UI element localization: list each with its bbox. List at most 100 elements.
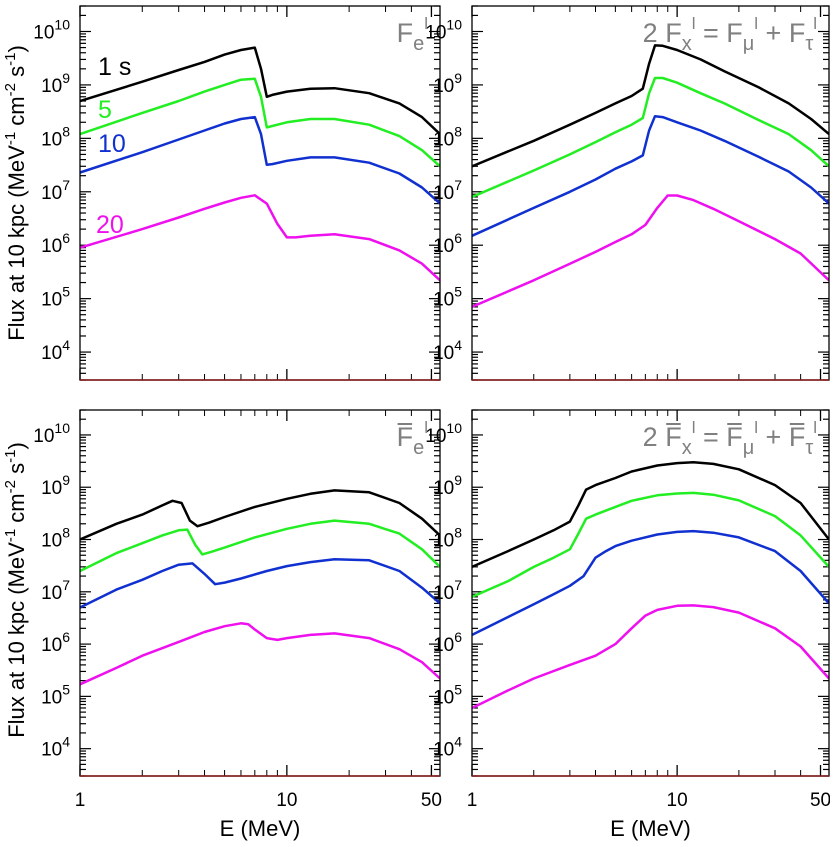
panel-label-symbol: + F	[758, 18, 805, 48]
y-title-text: )	[4, 442, 29, 449]
y-tick-base: 10	[41, 583, 62, 604]
y-tick-label: 1010	[33, 420, 70, 447]
panel-label-symbol: 2 F	[643, 422, 682, 452]
y-title-text: s	[4, 66, 29, 83]
y-tick-label: 107	[41, 577, 70, 604]
series-line-10	[472, 114, 829, 237]
series-line-20	[80, 622, 440, 686]
y-tick-exponent: 7	[454, 177, 462, 193]
y-tick-exponent: 10	[446, 420, 462, 436]
y-tick-exponent: 6	[62, 629, 70, 645]
y-tick-exponent: 9	[62, 472, 70, 488]
panel-label: 2 Fxl = Fμl + Fτl	[643, 418, 817, 459]
y-tick-base: 10	[433, 478, 454, 499]
y-tick-base: 10	[41, 635, 62, 656]
panel-label-symbol: + F	[758, 422, 805, 452]
y-tick-exponent: 5	[454, 284, 462, 300]
y-title-text: cm	[4, 493, 29, 528]
x-tick-label: 50	[810, 790, 830, 811]
y-tick-base: 10	[433, 531, 454, 552]
y-tick-exponent: 4	[454, 337, 462, 353]
panel-label: Fel	[397, 418, 428, 459]
y-tick-label: 105	[41, 681, 70, 708]
panel-label-symbol: F	[397, 422, 414, 452]
y-tick-exponent: 5	[62, 284, 70, 300]
series-line-5	[472, 76, 829, 199]
panel-label-superscript: l	[813, 418, 817, 437]
y-tick-exponent: 9	[454, 70, 462, 86]
series-line-20	[472, 194, 829, 309]
y-tick-base: 10	[433, 236, 454, 257]
panel-label-superscript: l	[424, 14, 428, 33]
panel-label-superscript: l	[692, 14, 696, 33]
series-line-20	[80, 194, 440, 282]
series-line-5	[80, 77, 440, 168]
series-line-10	[80, 115, 440, 205]
panel-label-subscript: τ	[805, 437, 813, 459]
x-tick-label: 1	[75, 790, 86, 811]
y-tick-exponent: 10	[54, 16, 70, 32]
y-tick-exponent: 10	[446, 16, 462, 32]
y-tick-label: 107	[433, 577, 462, 604]
time-label-20: 20	[96, 211, 124, 239]
y-tick-exponent: 8	[62, 525, 70, 541]
series-line-1-s	[80, 46, 440, 136]
x-tick-label: 1	[467, 790, 478, 811]
y-tick-label: 1010	[33, 16, 70, 43]
y-title-exponent: -1	[2, 132, 19, 145]
y-tick-exponent: 5	[454, 681, 462, 697]
y-tick-base: 10	[41, 183, 62, 204]
y-tick-label: 104	[433, 734, 462, 761]
series-line-10	[472, 529, 829, 637]
y-tick-base: 10	[41, 236, 62, 257]
series-line-1-s	[80, 489, 440, 541]
panel-label-superscript: l	[754, 14, 758, 33]
y-tick-exponent: 4	[454, 734, 462, 750]
y-tick-exponent: 8	[454, 123, 462, 139]
series-group	[80, 46, 440, 282]
series-line-5	[80, 519, 440, 573]
panel-label-superscript: l	[813, 14, 817, 33]
x-tick-label: 10	[276, 790, 297, 811]
y-title-text: )	[4, 45, 29, 52]
y-tick-base: 10	[41, 343, 62, 364]
panel-label-symbol: F	[397, 18, 414, 48]
y-title-text: Flux at 10 kpc (MeV	[4, 145, 29, 341]
y-tick-base: 10	[425, 22, 446, 43]
panel-label-symbol: = F	[695, 422, 742, 452]
x-tick-label: 10	[667, 790, 688, 811]
y-title-exponent: -1	[2, 53, 19, 66]
series-line-1-s	[472, 461, 829, 569]
series-line-20	[472, 604, 829, 710]
y-title-exponent: -2	[2, 480, 19, 493]
y-tick-base: 10	[33, 22, 54, 43]
series-line-5	[472, 491, 829, 599]
y-tick-exponent: 6	[454, 230, 462, 246]
y-tick-label: 107	[41, 177, 70, 204]
y-tick-base: 10	[433, 687, 454, 708]
y-tick-base: 10	[433, 183, 454, 204]
y-tick-base: 10	[41, 290, 62, 311]
y-tick-exponent: 8	[454, 525, 462, 541]
y-tick-exponent: 10	[54, 420, 70, 436]
y-tick-base: 10	[41, 687, 62, 708]
panel-label-superscript: l	[754, 418, 758, 437]
y-tick-base: 10	[433, 740, 454, 761]
y-tick-label: 109	[433, 70, 462, 97]
y-tick-base: 10	[433, 129, 454, 150]
panel-label-superscript: l	[424, 418, 428, 437]
y-tick-base: 10	[433, 76, 454, 97]
y-tick-base: 10	[433, 635, 454, 656]
y-tick-label: 104	[433, 337, 462, 364]
y-tick-exponent: 5	[62, 681, 70, 697]
y-tick-label: 106	[433, 629, 462, 656]
panel-label: Fel	[397, 14, 428, 55]
panel-label-subscript: μ	[743, 33, 755, 55]
y-tick-exponent: 6	[454, 629, 462, 645]
y-tick-exponent: 7	[62, 577, 70, 593]
y-title-exponent: -1	[2, 450, 19, 463]
y-tick-base: 10	[425, 426, 446, 447]
plot-frame	[79, 409, 441, 777]
